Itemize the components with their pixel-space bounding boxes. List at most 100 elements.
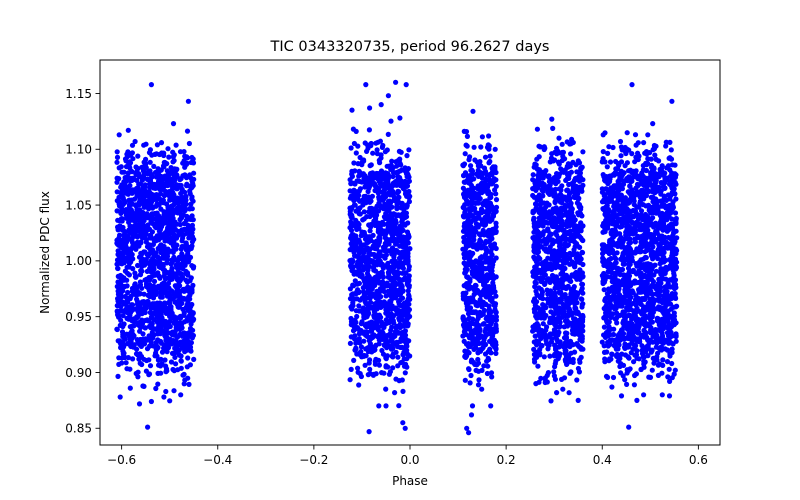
data-point: [119, 360, 125, 366]
data-point: [145, 222, 151, 228]
data-point: [542, 208, 548, 214]
data-point: [392, 225, 399, 231]
data-point: [138, 343, 144, 349]
data-point: [577, 178, 583, 184]
data-point: [554, 232, 560, 238]
data-point: [166, 193, 173, 199]
data-point: [383, 180, 389, 186]
data-point: [190, 226, 196, 232]
data-point: [479, 134, 485, 140]
data-point: [163, 388, 169, 395]
data-point: [385, 173, 391, 179]
data-point: [549, 295, 555, 301]
data-point: [375, 175, 382, 181]
data-point: [578, 165, 584, 171]
data-point: [183, 333, 189, 339]
data-point: [121, 179, 127, 185]
data-point: [398, 225, 405, 232]
data-point: [493, 310, 499, 316]
data-point: [480, 219, 486, 225]
data-point: [350, 235, 356, 241]
data-point: [399, 217, 406, 223]
data-point: [146, 357, 152, 363]
data-point: [375, 304, 382, 310]
data-point: [171, 158, 177, 164]
data-point: [390, 173, 396, 180]
data-point: [390, 354, 396, 360]
data-point: [488, 201, 494, 207]
data-point: [180, 232, 186, 238]
data-point: [568, 181, 575, 187]
data-point: [474, 265, 480, 271]
data-point: [542, 376, 548, 382]
data-point: [540, 269, 547, 275]
data-point: [125, 355, 131, 361]
outlier-point: [466, 430, 472, 436]
outlier-point: [161, 394, 167, 400]
data-point: [400, 288, 406, 294]
data-point: [156, 245, 162, 252]
data-point: [573, 255, 579, 261]
data-point: [118, 164, 124, 170]
data-point: [145, 317, 151, 324]
data-point: [351, 140, 357, 147]
data-point: [378, 155, 384, 161]
data-point: [490, 326, 496, 332]
data-point: [372, 361, 378, 367]
data-point: [360, 202, 366, 208]
data-point: [482, 351, 489, 357]
data-point: [353, 150, 359, 156]
data-point: [530, 172, 536, 178]
data-point: [478, 144, 484, 150]
data-point: [349, 107, 355, 113]
data-point: [392, 279, 398, 285]
data-point: [561, 276, 567, 282]
data-point: [531, 254, 537, 260]
data-point: [367, 357, 373, 363]
data-point: [362, 315, 368, 321]
data-point: [555, 148, 561, 154]
data-point: [143, 232, 149, 238]
data-point: [150, 255, 156, 262]
data-point: [137, 196, 143, 203]
data-point: [121, 169, 127, 175]
data-point: [353, 308, 359, 314]
data-point: [553, 358, 559, 364]
data-point: [376, 270, 382, 277]
data-point: [566, 390, 572, 396]
data-point: [366, 185, 372, 191]
data-point: [360, 330, 366, 336]
data-point: [490, 164, 496, 170]
data-point: [357, 198, 363, 204]
data-point: [347, 377, 353, 383]
chart-title: TIC 0343320735, period 96.2627 days: [270, 39, 550, 55]
data-point: [363, 196, 369, 202]
data-point: [127, 182, 133, 189]
data-point: [373, 242, 379, 248]
data-point: [362, 362, 368, 368]
data-point: [146, 371, 153, 377]
data-point: [162, 220, 168, 226]
data-point: [360, 179, 366, 185]
data-point: [117, 256, 123, 262]
data-point: [474, 287, 481, 293]
data-point: [549, 151, 555, 157]
data-point: [376, 312, 382, 318]
data-point: [361, 338, 367, 344]
data-point: [574, 342, 581, 348]
data-point: [492, 146, 498, 152]
data-point: [139, 310, 145, 316]
data-point: [546, 341, 552, 347]
data-point: [360, 217, 366, 223]
data-point: [148, 172, 154, 178]
data-point: [484, 212, 491, 218]
data-point: [364, 276, 370, 282]
data-point: [399, 249, 405, 255]
data-point: [385, 207, 391, 214]
data-point: [538, 278, 544, 284]
data-point: [173, 142, 179, 148]
data-point: [576, 202, 583, 208]
data-point: [126, 162, 132, 168]
data-point: [128, 259, 134, 265]
data-point: [188, 340, 194, 346]
